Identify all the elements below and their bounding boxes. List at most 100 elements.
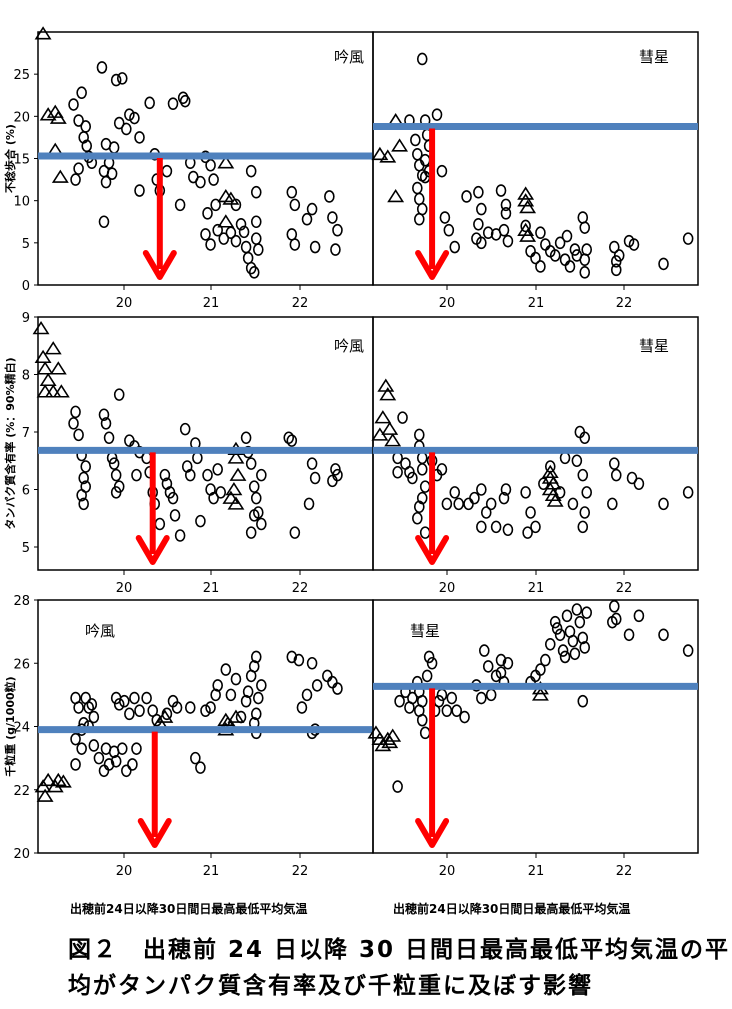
triangle-point-right-row0 (387, 188, 405, 203)
circle-point-right-row2 (426, 656, 438, 670)
circle-point-left-row2 (70, 758, 81, 771)
variety-label-right-row2: 彗星 (410, 622, 440, 640)
circle-point-right-row1 (419, 480, 431, 493)
circle-point-left-row0 (68, 98, 79, 111)
triangle-point-left-row1 (222, 490, 240, 504)
circle-point-left-row1 (179, 422, 191, 436)
circle-point-left-row0 (289, 238, 301, 251)
circle-point-right-row1 (480, 506, 492, 519)
circle-point-left-row2 (327, 675, 338, 689)
circle-point-left-row2 (110, 754, 122, 768)
x-tick-label-left-row1: 20 (116, 581, 133, 596)
triangle-point-right-row2 (531, 687, 549, 701)
triangle-point-left-row0 (217, 214, 235, 228)
circle-point-left-row2 (200, 704, 211, 717)
circle-point-left-row1 (248, 509, 260, 522)
x-tick-label-right-row2: 22 (616, 864, 633, 879)
arrow-head-left-row1 (135, 535, 170, 565)
triangle-point-left-row1 (52, 384, 70, 398)
circle-point-left-row0 (245, 164, 257, 178)
circle-point-left-row0 (309, 240, 321, 254)
triangle-point-right-row0 (379, 149, 397, 163)
triangle-point-right-row1 (384, 433, 402, 447)
circle-point-right-row0 (535, 226, 546, 240)
circle-point-right-row1 (436, 463, 448, 476)
circle-point-left-row2 (116, 742, 128, 755)
circle-point-right-row0 (473, 185, 484, 199)
circle-point-right-row1 (571, 454, 583, 468)
circle-point-right-row0 (579, 266, 591, 279)
circle-point-right-row2 (407, 691, 418, 705)
circle-point-left-row2 (306, 656, 318, 670)
circle-point-right-row2 (549, 615, 561, 629)
circle-point-left-row0 (134, 184, 145, 197)
triangle-point-left-row0 (222, 191, 240, 205)
circle-point-right-row0 (535, 260, 546, 273)
circle-point-right-row0 (476, 202, 487, 216)
y-tick-label-left-row1: 5 (22, 541, 30, 556)
circle-point-left-row2 (212, 679, 223, 692)
circle-point-left-row2 (118, 694, 130, 708)
circle-point-right-row2 (436, 688, 448, 702)
circle-point-left-row2 (220, 663, 232, 676)
circle-point-right-row1 (498, 491, 510, 505)
circle-point-left-row0 (202, 207, 213, 220)
circle-point-left-row1 (309, 471, 321, 485)
circle-point-left-row0 (106, 167, 118, 180)
circle-point-left-row0 (100, 175, 112, 189)
circle-point-left-row0 (195, 175, 206, 189)
circle-point-right-row0 (682, 232, 694, 245)
circle-point-right-row0 (500, 207, 512, 220)
circle-point-left-row1 (212, 463, 223, 476)
circle-point-right-row1 (476, 520, 487, 534)
circle-point-right-row2 (571, 603, 583, 616)
arrow-head-right-row0 (415, 250, 450, 280)
circle-point-left-row0 (324, 190, 335, 203)
variety-label-left-row0: 吟風 (334, 48, 364, 66)
circle-point-left-row2 (293, 653, 305, 667)
circle-point-left-row2 (171, 701, 183, 714)
circle-point-right-row2 (446, 691, 458, 705)
y-axis-title-left-row1: タンパク質含有率 (%：90%精白) (3, 357, 17, 529)
circle-point-right-row0 (525, 244, 536, 258)
circle-point-right-row1 (577, 520, 589, 534)
circle-point-left-row1 (283, 431, 295, 445)
y-tick-label-left-row0: 15 (13, 153, 30, 168)
circle-point-left-row2 (296, 701, 308, 714)
circle-point-left-row2 (98, 764, 110, 778)
figure-caption-line1: 図２ 出穂前 24 日以降 30 日間日最高最低平均気温の平 (68, 937, 731, 963)
circle-point-left-row1 (159, 468, 171, 482)
circle-point-left-row1 (286, 434, 298, 447)
circle-point-left-row1 (174, 529, 186, 542)
circle-point-right-row1 (633, 477, 645, 491)
circle-point-right-row1 (419, 526, 431, 539)
triangle-point-left-row2 (54, 774, 72, 788)
circle-point-left-row0 (161, 164, 173, 178)
circle-point-left-row2 (121, 764, 132, 778)
circle-point-right-row0 (436, 164, 448, 178)
triangle-point-right-row0 (517, 222, 535, 236)
triangle-point-left-row0 (49, 110, 67, 124)
circle-point-left-row0 (250, 232, 262, 245)
circle-point-right-row2 (579, 641, 591, 654)
circle-point-right-row1 (502, 523, 514, 537)
circle-point-right-row2 (633, 609, 645, 623)
circle-point-left-row1 (68, 417, 79, 430)
circle-point-left-row1 (76, 488, 87, 502)
x-tick-label-left-row2: 20 (116, 864, 133, 879)
circle-point-left-row2 (250, 650, 262, 664)
circle-point-left-row0 (332, 223, 343, 237)
circle-point-left-row1 (256, 517, 267, 531)
circle-point-right-row2 (459, 710, 470, 724)
circle-point-left-row1 (192, 451, 203, 465)
circle-point-left-row0 (98, 215, 110, 229)
circle-point-right-row0 (498, 223, 510, 237)
circle-point-left-row0 (289, 198, 301, 212)
circle-point-right-row1 (581, 486, 593, 499)
circle-point-right-row0 (554, 236, 566, 250)
circle-point-left-row0 (200, 228, 211, 241)
circle-point-left-row2 (242, 685, 254, 699)
panel-frame-right-row0 (372, 31, 699, 286)
circle-point-left-row0 (218, 232, 230, 245)
circle-point-right-row1 (682, 486, 694, 499)
